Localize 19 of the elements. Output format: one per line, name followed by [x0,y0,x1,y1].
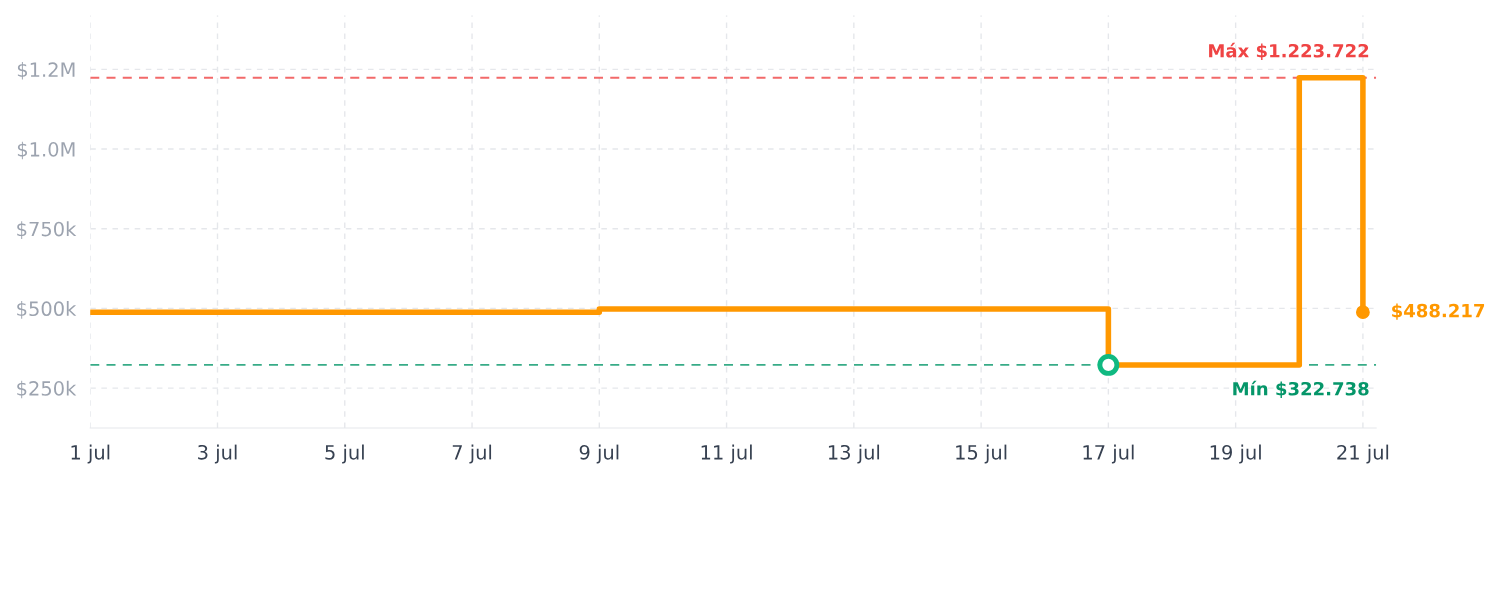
ref-line-label: Mín $322.738 [1233,380,1369,398]
x-tick-label: 1 jul [71,444,110,464]
x-tick-label: 3 jul [198,444,237,464]
x-tick-label: 11 jul [701,444,752,464]
x-tick-label: 7 jul [452,444,492,464]
x-tick-label: 15 jul [956,444,1007,464]
x-tick-label: 13 jul [828,444,880,464]
x-tick-label: 9 jul [579,444,619,464]
y-tick-label: $250k [17,380,77,399]
ref-line-label: Máx $1.223.722 [1209,42,1369,60]
annotation: $488.217 [1392,303,1485,320]
x-tick-label: 5 jul [325,444,364,464]
x-tick-label: 21 jul [1337,444,1389,464]
x-tick-label: 17 jul [1083,444,1134,464]
x-tick-label: 19 jul [1210,444,1261,464]
y-tick-label: $1.2M [17,61,75,80]
y-tick-label: $750k [17,221,77,239]
y-tick-label: $1.0M [17,141,75,160]
y-tick-label: $500k [17,301,77,319]
